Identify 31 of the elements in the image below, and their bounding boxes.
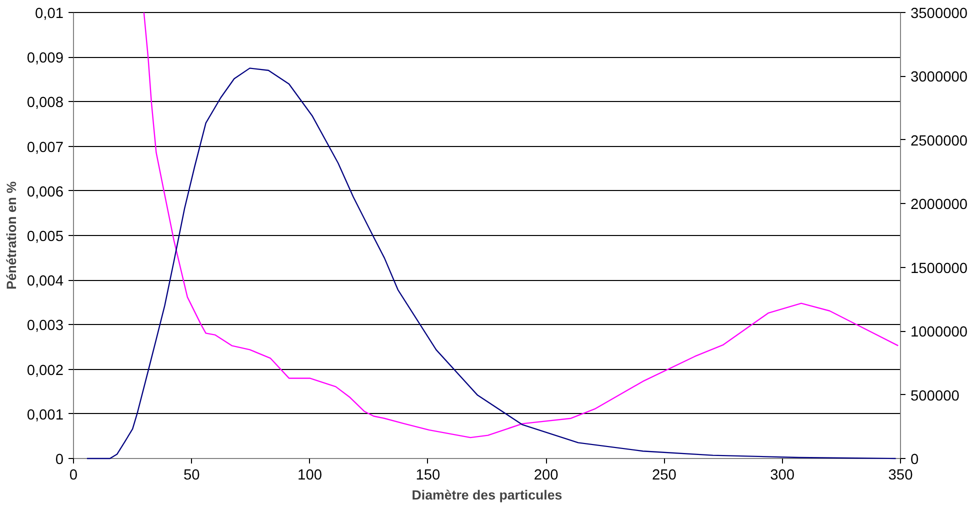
y2-tick-label: 2500000 [910, 133, 968, 150]
y-tick-label: 0,009 [26, 50, 64, 67]
y-tick-label: 0,008 [26, 95, 64, 112]
x-tick-label: 300 [770, 468, 795, 484]
y2-tick-label: 1000000 [910, 324, 968, 341]
x-tick-label: 150 [416, 468, 440, 484]
y2-tick-label: 3500000 [910, 6, 968, 22]
x-tick-label: 100 [298, 468, 322, 484]
x-tick-label: 200 [534, 468, 558, 484]
x-tick-label: 0 [69, 468, 78, 484]
y-tick-label: 0,001 [26, 407, 64, 424]
x-tick-label: 350 [888, 468, 913, 484]
y-tick-label: 0,002 [26, 362, 64, 379]
y2-tick-label: 2000000 [910, 197, 968, 214]
y-tick-label: 0,007 [26, 140, 64, 156]
y2-tick-label: 1500000 [910, 260, 968, 277]
y2-tick-label: 500000 [910, 388, 960, 404]
y2-tick-label: 3000000 [910, 70, 968, 86]
y-tick-label: 0 [55, 452, 64, 468]
line-series [143, 12, 899, 438]
y-tick-label: 0,005 [26, 229, 64, 245]
y2-tick-label: 0 [910, 452, 919, 468]
y-axis-title: Pénétration en % [4, 181, 19, 290]
x-axis-title: Diamètre des particules [412, 488, 562, 502]
y-tick-label: 0,003 [26, 318, 64, 334]
y-tick-label: 0,006 [26, 184, 64, 200]
x-tick-label: 50 [183, 468, 200, 484]
y-tick-label: 0,004 [26, 274, 64, 290]
line-series [86, 68, 896, 460]
x-tick-label: 250 [652, 468, 676, 484]
y-tick-label: 0,01 [34, 6, 64, 22]
